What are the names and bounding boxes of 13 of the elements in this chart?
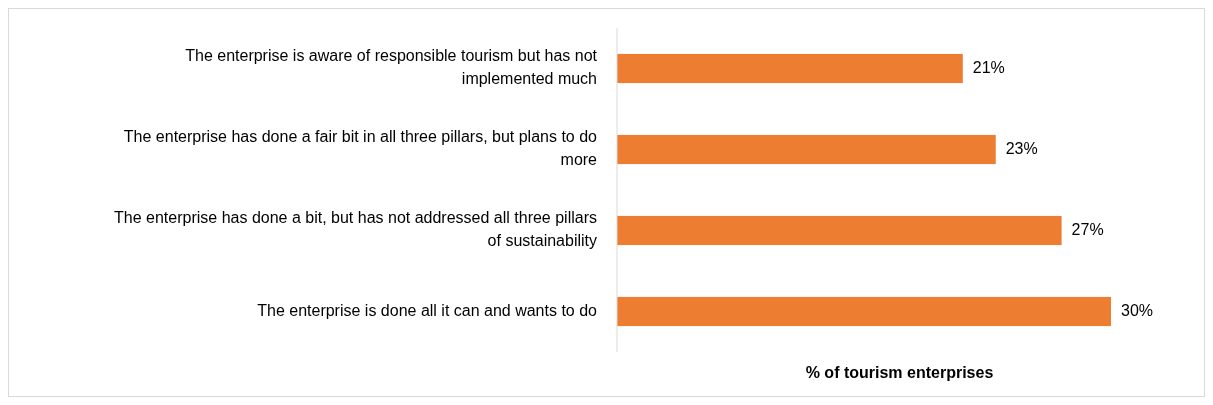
data-label: 23% [1005, 139, 1038, 157]
y-tick-label: The enterprise is aware of responsible tourism but has not implemented much [185, 47, 598, 88]
data-label: 21% [972, 58, 1005, 76]
y-tick-label: The enterprise has done a fair bit in all three pillars, but plans to do more [123, 128, 598, 169]
y-tick-label: The enterprise is done all it can and wants to do [257, 301, 598, 319]
bar [617, 53, 963, 84]
bar [617, 134, 996, 165]
bar [617, 215, 1062, 246]
bar [617, 296, 1111, 327]
y-tick-label: The enterprise has done a bit, but has not addressed all three pillars of sustainability [114, 209, 597, 250]
data-label: 27% [1071, 220, 1104, 238]
x-axis-title: % of tourism enterprises [805, 364, 994, 382]
data-label: 30% [1121, 301, 1154, 319]
